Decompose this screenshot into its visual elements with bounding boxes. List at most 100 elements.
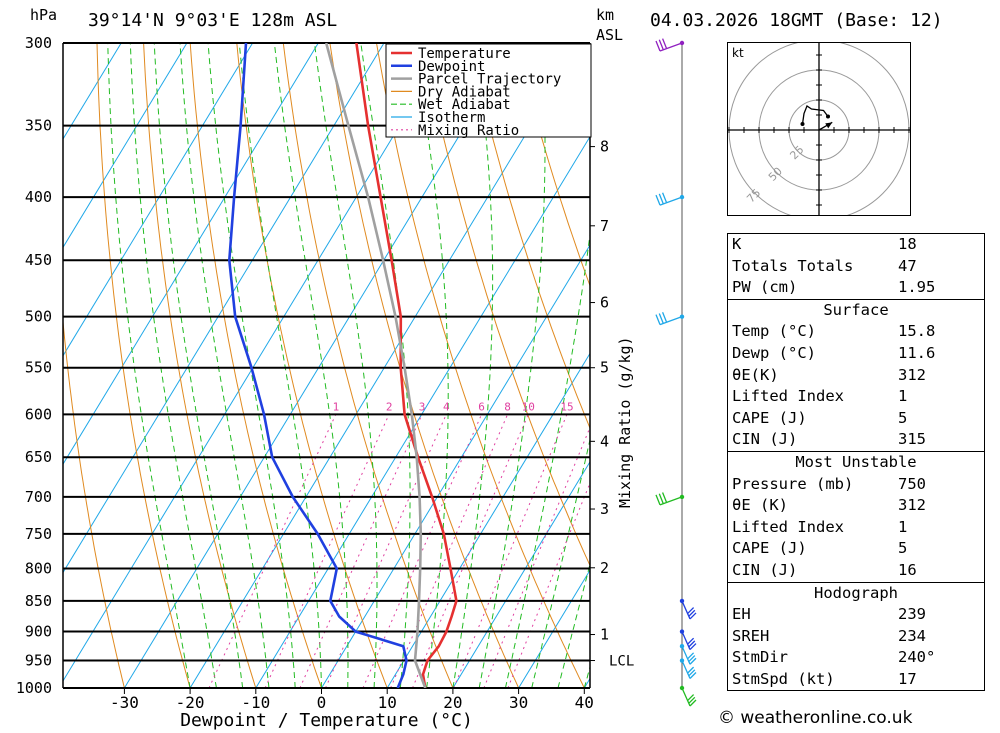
isotherm-line — [518, 569, 590, 688]
mixing-ratio-axis-label: Mixing Ratio (g/kg) — [616, 336, 634, 508]
most-unstable-title: Most Unstable — [795, 452, 917, 471]
mixing-ratio-label: 3 — [419, 400, 426, 413]
temperature-profile — [355, 43, 458, 688]
dry-adiabat-line — [96, 43, 191, 688]
surface-title: Surface — [823, 300, 889, 319]
hodograph-ring-label: 50 — [766, 165, 785, 184]
km-tick-label: 1 — [600, 626, 609, 644]
legend-label: Parcel Trajectory — [418, 72, 561, 88]
hodograph-title: Hodograph — [814, 583, 898, 602]
dry-adiabat-line — [469, 43, 590, 430]
km-tick-label: 6 — [600, 294, 609, 312]
x-tick-label: 20 — [443, 693, 462, 712]
dry-adiabat-line — [189, 43, 322, 688]
pressure-tick-label: 550 — [25, 359, 52, 377]
parcel-trajectory-profile — [324, 43, 427, 688]
isotherm-line — [63, 43, 385, 574]
wet-adiabat-line — [452, 43, 494, 688]
datetime-title: 04.03.2026 18GMT (Base: 12) — [650, 10, 943, 31]
most-unstable-section: Most Unstable Pressure (mb) 750 θE (K) 312… — [728, 450, 984, 582]
pressure-tick-label: 1000 — [16, 679, 52, 697]
lcl-label: LCL — [609, 654, 634, 670]
legend-label: Dry Adiabat — [418, 84, 511, 100]
hodograph-trace — [801, 105, 829, 125]
mixing-ratio-label: 20 — [589, 400, 602, 413]
wind-barb — [655, 492, 683, 506]
wind-barb-dot — [679, 494, 685, 500]
surface-cin-row: CIN (J) 315 — [732, 430, 926, 449]
surface-thetae-row: θE(K) 312 — [732, 365, 926, 384]
isotherm-line — [63, 43, 254, 357]
km-tick-label: 7 — [600, 217, 609, 235]
pressure-tick-label: 700 — [25, 488, 52, 506]
pressure-unit: hPa — [30, 6, 58, 24]
wind-barb — [681, 660, 697, 679]
mixing-ratio-label: 15 — [560, 400, 573, 413]
mu-cin-row: CIN (J) 16 — [732, 560, 917, 579]
mixing-ratio-label: 1 — [333, 400, 340, 413]
km-tick-label: 5 — [600, 359, 609, 377]
pressure-tick-label: 900 — [25, 623, 52, 641]
hodograph-start-dot — [826, 114, 830, 119]
wet-adiabat-line — [505, 231, 590, 688]
pressure-tick-label: 350 — [25, 117, 52, 135]
mixing-ratio-line — [362, 414, 483, 688]
stmdir-row: StmDir 240° — [732, 648, 936, 667]
km-tick-label: 2 — [600, 559, 609, 577]
mixing-ratio-label: 8 — [504, 400, 511, 413]
x-axis-title: Dewpoint / Temperature (°C) — [180, 710, 473, 731]
isotherm-line — [321, 244, 590, 688]
stmspd-row: StmSpd (kt) 17 — [732, 669, 917, 688]
totals-totals-row: Totals Totals 47 — [732, 256, 917, 275]
km-tick-label: 8 — [600, 138, 609, 156]
mixing-ratio-line — [325, 414, 447, 688]
surface-cape-row: CAPE (J) 5 — [732, 408, 908, 427]
km-unit: km — [596, 6, 615, 24]
pressure-tick-label: 950 — [25, 652, 52, 670]
wind-barb — [655, 192, 683, 206]
wind-barb — [681, 645, 697, 665]
wind-barb — [681, 631, 697, 651]
dry-adiabat-line — [63, 316, 125, 688]
isotherm-line — [386, 352, 590, 688]
km-tick-label: 3 — [600, 500, 609, 518]
legend-label: Mixing Ratio — [418, 123, 519, 139]
x-tick-label: 10 — [378, 693, 397, 712]
pressure-tick-label: 400 — [25, 188, 52, 206]
dry-adiabat-line — [376, 43, 585, 688]
asl-unit: ASL — [596, 26, 624, 44]
hodograph-unit: kt — [732, 46, 744, 60]
legend-label: Isotherm — [418, 110, 485, 126]
indices-table: K 18 Totals Totals 47 PW (cm) 1.95 Surface … — [727, 233, 985, 692]
dry-adiabat-line — [282, 43, 454, 688]
hodograph-end-dot — [800, 122, 805, 126]
copyright-link[interactable]: © weatheronline.co.uk — [718, 708, 913, 728]
x-tick-label: -30 — [110, 693, 139, 712]
legend-label: Temperature — [418, 46, 511, 62]
x-tick-label: -20 — [176, 693, 205, 712]
wind-barb-dot — [679, 314, 685, 319]
pressure-tick-label: 500 — [25, 308, 52, 326]
legend-label: Wet Adiabat — [418, 97, 511, 113]
mixing-ratio-label: 6 — [478, 400, 485, 413]
hodograph-section: Hodograph EH 239 SREH 234 StmDir 240° StmSp… — [728, 581, 984, 691]
mu-thetae-row: θE (K) 312 — [732, 496, 926, 515]
pressure-tick-label: 600 — [25, 405, 52, 423]
isotherm-line — [63, 43, 188, 249]
hodograph-ring-label: 75 — [744, 186, 763, 205]
mu-cape-row: CAPE (J) 5 — [732, 539, 908, 558]
k-index-row: K 18 — [732, 235, 917, 253]
pressure-tick-label: 750 — [25, 525, 52, 543]
dewpoint-profile — [228, 43, 408, 688]
surface-dewp-row: Dewp (°C) 11.6 — [732, 343, 936, 362]
pressure-tick-label: 850 — [25, 592, 52, 610]
wind-barbs — [655, 38, 697, 707]
isotherm-line — [123, 43, 516, 688]
wet-adiabat-line — [179, 43, 270, 688]
surface-temp-row: Temp (°C) 15.8 — [732, 322, 936, 341]
pressure-tick-label: 800 — [25, 559, 52, 577]
wind-barb — [681, 687, 697, 707]
pressure-tick-label: 450 — [25, 251, 52, 269]
